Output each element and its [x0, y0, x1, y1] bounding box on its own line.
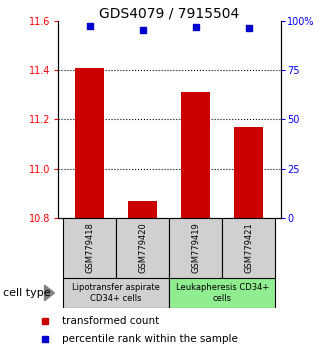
Text: Leukapheresis CD34+
cells: Leukapheresis CD34+ cells [176, 283, 269, 303]
Bar [128, 200, 157, 218]
Point [246, 25, 251, 31]
Title: GDS4079 / 7915504: GDS4079 / 7915504 [99, 6, 239, 20]
FancyBboxPatch shape [63, 218, 116, 278]
FancyBboxPatch shape [169, 278, 275, 308]
Bar [234, 127, 263, 218]
Text: Lipotransfer aspirate
CD34+ cells: Lipotransfer aspirate CD34+ cells [72, 283, 160, 303]
FancyBboxPatch shape [169, 218, 222, 278]
Polygon shape [45, 285, 54, 301]
Text: GSM779419: GSM779419 [191, 222, 200, 273]
Text: cell type: cell type [3, 288, 51, 298]
Point [193, 24, 198, 30]
FancyBboxPatch shape [222, 218, 275, 278]
Text: transformed count: transformed count [62, 316, 159, 326]
Bar [75, 68, 104, 218]
FancyBboxPatch shape [63, 278, 169, 308]
FancyBboxPatch shape [116, 218, 169, 278]
Text: GSM779421: GSM779421 [244, 222, 253, 273]
Text: GSM779418: GSM779418 [85, 222, 94, 273]
Point [87, 23, 92, 29]
Text: percentile rank within the sample: percentile rank within the sample [62, 334, 238, 344]
Bar [181, 92, 210, 218]
Text: GSM779420: GSM779420 [138, 222, 147, 273]
Point [140, 27, 145, 33]
